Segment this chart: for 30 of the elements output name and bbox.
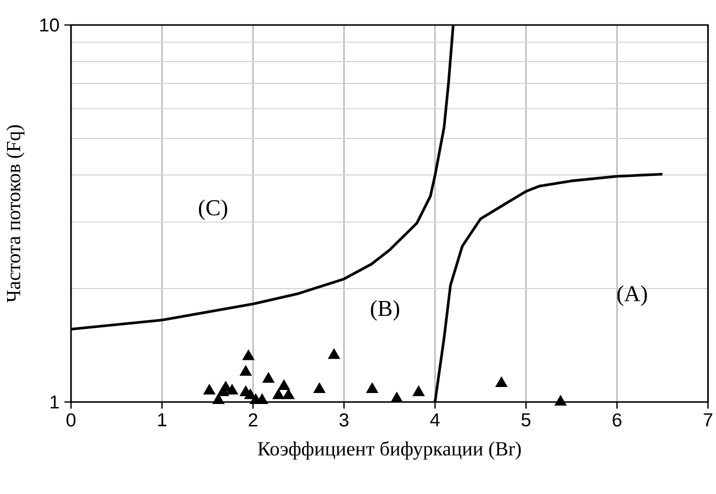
point bbox=[390, 392, 403, 402]
point bbox=[412, 386, 425, 396]
point bbox=[242, 350, 254, 360]
y-axis-title: Частота потоков (Fq) bbox=[6, 125, 24, 302]
x-tick-label: 5 bbox=[522, 413, 530, 426]
point bbox=[240, 365, 252, 376]
x-tick-label: 2 bbox=[248, 413, 258, 426]
annotation: (A) bbox=[617, 285, 647, 306]
x-tick-label: 7 bbox=[704, 413, 712, 426]
x-tick-label: 1 bbox=[158, 413, 166, 426]
point bbox=[282, 388, 295, 400]
point bbox=[366, 382, 378, 394]
annotation: (B) bbox=[370, 300, 400, 321]
y-tick-label: 10 bbox=[40, 18, 59, 32]
x-tick-label: 3 bbox=[340, 413, 348, 427]
point bbox=[278, 379, 290, 390]
annotation: (C) bbox=[198, 199, 228, 220]
point bbox=[262, 372, 275, 383]
point bbox=[328, 348, 340, 359]
point bbox=[272, 388, 285, 400]
point bbox=[554, 395, 567, 406]
point bbox=[226, 384, 238, 395]
x-axis-title: Коэффициент бифуркации (Br) bbox=[258, 441, 521, 460]
point bbox=[313, 382, 326, 394]
point bbox=[495, 376, 508, 388]
point bbox=[212, 393, 224, 404]
point bbox=[203, 384, 216, 395]
x-tick-label: 4 bbox=[430, 413, 440, 426]
x-tick-label: 6 bbox=[612, 413, 622, 427]
x-tick-label: 0 bbox=[66, 413, 76, 427]
